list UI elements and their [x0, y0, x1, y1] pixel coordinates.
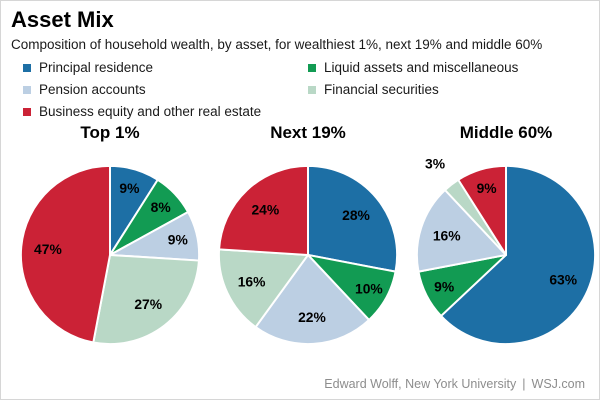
pie-chart-middle-60: Middle 60% 63% 9% 16% 3% 9% — [407, 123, 599, 359]
pie-title-top-1: Top 1% — [80, 123, 140, 142]
pie-charts-row: Top 1% 9% 8% 9% 27% 47% Next 19% 28% 10% 22% 16… — [11, 123, 597, 359]
pie-slice-label: 27% — [134, 296, 162, 312]
legend-swatch-pension-accounts — [23, 85, 31, 94]
pie-slice-label: 9% — [168, 232, 188, 248]
pie-slice — [415, 189, 507, 273]
pie-slice-label: 22% — [298, 309, 326, 325]
legend-item-principal-residence: Principal residence — [23, 60, 296, 75]
pie-slice-label: 28% — [342, 207, 370, 223]
brand-text: WSJ.com — [531, 377, 585, 391]
pie-next-19: 28% 10% 22% 16% 24% — [217, 164, 399, 346]
legend-item-liquid-assets: Liquid assets and miscellaneous — [308, 60, 589, 75]
source-attribution: Edward Wolff, New York University | WSJ.co… — [324, 377, 585, 391]
pie-slice-label: 3% — [425, 155, 445, 171]
pie-slice — [92, 253, 200, 346]
legend-label: Pension accounts — [39, 82, 146, 97]
pie-slice — [218, 164, 309, 256]
pie-slice-label: 47% — [34, 241, 62, 257]
legend-label: Principal residence — [39, 60, 154, 75]
pie-slice-label: 9% — [119, 180, 139, 196]
footer-separator: | — [522, 377, 526, 391]
pie-title-next-19: Next 19% — [270, 123, 346, 142]
pie-slice-label: 10% — [355, 280, 383, 296]
pie-slice-label: 8% — [151, 199, 171, 215]
pie-slice-label: 16% — [238, 273, 266, 289]
legend-swatch-business-equity — [23, 107, 31, 116]
pie-slice-label: 9% — [477, 180, 497, 196]
legend-swatch-financial-securities — [308, 85, 316, 94]
pie-slice-label: 63% — [549, 272, 577, 288]
pie-slice — [440, 164, 597, 346]
legend-swatch-principal-residence — [23, 63, 31, 72]
pie-slice-label: 9% — [434, 278, 454, 294]
legend-label: Business equity and other real estate — [39, 104, 262, 119]
legend-item-financial-securities: Financial securities — [308, 82, 589, 97]
pie-slice — [457, 164, 507, 256]
pie-title-middle-60: Middle 60% — [459, 123, 553, 142]
pie-chart-top-1: Top 1% 9% 8% 9% 27% 47% — [11, 123, 209, 359]
pie-top-1: 9% 8% 9% 27% 47% — [19, 164, 201, 346]
legend-swatch-liquid-assets — [308, 63, 316, 72]
legend: Principal residence Liquid assets and mi… — [11, 60, 589, 119]
legend-item-business-equity: Business equity and other real estate — [23, 104, 296, 119]
legend-item-pension-accounts: Pension accounts — [23, 82, 296, 97]
pie-slice — [307, 164, 399, 273]
pie-middle-60: 63% 9% 16% 3% 9% — [415, 155, 597, 346]
pie-slice — [254, 253, 370, 346]
legend-label: Liquid assets and miscellaneous — [324, 60, 519, 75]
page-title: Asset Mix — [11, 7, 114, 32]
pie-slice — [217, 248, 309, 329]
source-text: Edward Wolff, New York University — [324, 377, 517, 391]
pie-slice-label: 24% — [251, 201, 279, 217]
legend-label: Financial securities — [324, 82, 439, 97]
pie-slice-label: 16% — [433, 228, 461, 244]
pie-chart-next-19: Next 19% 28% 10% 22% 16% 24% — [209, 123, 407, 359]
chart-subtitle: Composition of household wealth, by asse… — [11, 37, 543, 52]
pie-slice — [19, 164, 111, 344]
